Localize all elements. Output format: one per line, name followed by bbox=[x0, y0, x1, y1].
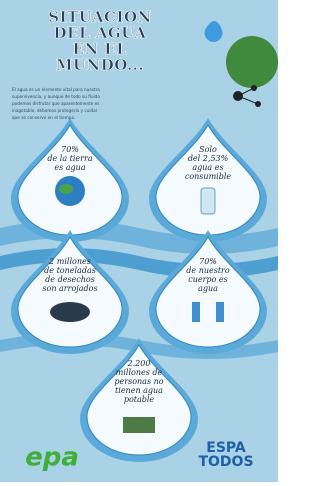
intro-line: inagotable, debemos protegerla y cuidar bbox=[12, 108, 98, 113]
person-icon bbox=[216, 302, 224, 322]
fact-line: es agua bbox=[54, 163, 85, 172]
globe-icon bbox=[226, 36, 278, 88]
fact-line: consumible bbox=[185, 172, 232, 181]
land bbox=[59, 184, 73, 194]
intro-line: que se conserve en el tiempo. bbox=[12, 115, 75, 120]
page: {"header": {"title": ["SITUACION", "DEL … bbox=[0, 0, 278, 482]
intro-line: El agua es un elemento vital para nuestr… bbox=[12, 87, 100, 92]
fact-line: del 2,53% bbox=[188, 154, 229, 163]
fact-line: de desechos bbox=[45, 275, 95, 284]
fact-line: millones de bbox=[116, 368, 163, 377]
logo-left: epa bbox=[25, 443, 79, 473]
fact-line: 2.200 bbox=[127, 359, 151, 368]
fact-line: cuerpo es bbox=[188, 275, 228, 284]
fact-line: de nuestro bbox=[186, 266, 230, 275]
intro-line: podemos disfrutar que aparentemente es bbox=[12, 101, 99, 106]
fact-line: tienen agua bbox=[115, 386, 163, 395]
title-line: MUNDO... bbox=[56, 56, 144, 74]
tap-icon bbox=[123, 417, 155, 433]
fact-line: 70% bbox=[61, 145, 79, 154]
fact-line: 2 millones bbox=[48, 257, 91, 266]
fact-line: personas no bbox=[114, 377, 163, 386]
fact-line: agua es bbox=[192, 163, 223, 172]
fact-line: agua bbox=[198, 284, 218, 293]
person-icon bbox=[192, 302, 200, 322]
fact-line: Solo bbox=[199, 145, 217, 154]
intro-line: supervivencia, y aunque de todo su fluid… bbox=[12, 94, 100, 99]
fact-line: de la tierra bbox=[47, 154, 92, 163]
bottle-icon bbox=[201, 188, 215, 214]
fact-line: potable bbox=[124, 395, 155, 404]
fact-line: son arrojados bbox=[42, 284, 97, 293]
logo-right: TODOS bbox=[198, 454, 253, 470]
fact-line: de toneladas bbox=[44, 266, 96, 275]
fact-line: 70% bbox=[199, 257, 217, 266]
waste-icon bbox=[50, 302, 90, 322]
